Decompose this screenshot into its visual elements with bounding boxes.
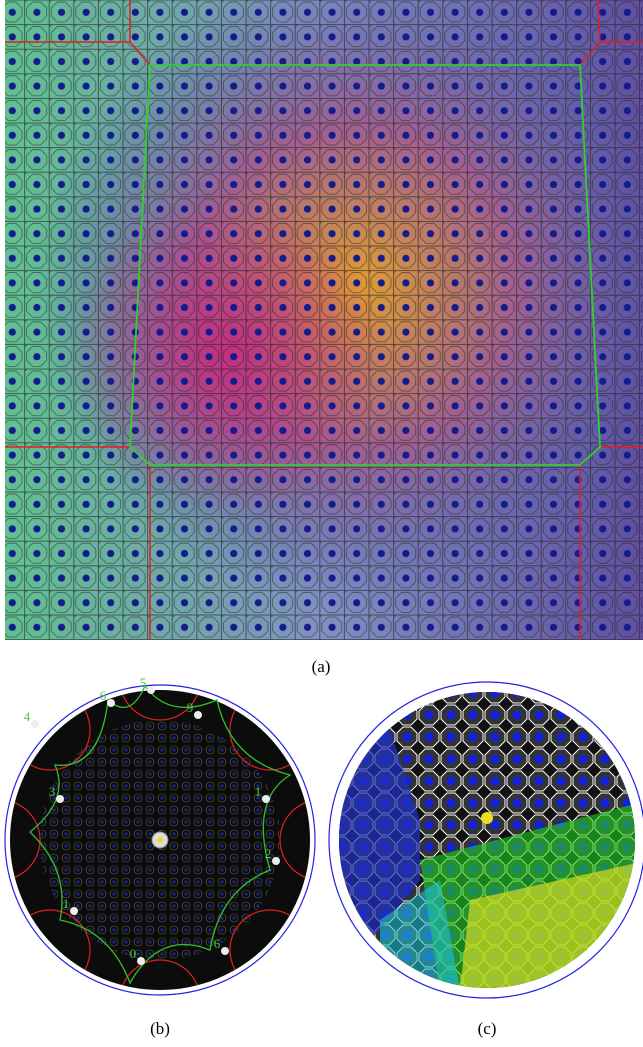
marker bbox=[272, 857, 280, 865]
panel-a bbox=[5, 0, 643, 640]
figure: (a) 5 6 9 4 1 3 2 1 6 0 (b) (c) bbox=[0, 0, 643, 1047]
vertex-label: 4 bbox=[24, 709, 31, 724]
marker bbox=[221, 947, 229, 955]
panel-c bbox=[329, 682, 643, 998]
marker bbox=[194, 711, 202, 719]
vertex-label: 9 bbox=[187, 700, 194, 715]
vertex-label: 1 bbox=[63, 896, 70, 911]
vertex-label: 0 bbox=[130, 946, 137, 961]
vertex-label: 3 bbox=[49, 784, 56, 799]
vertex-label: 1 bbox=[255, 784, 262, 799]
marker bbox=[147, 686, 155, 694]
vertex-label: 6 bbox=[100, 688, 107, 703]
vertex-label: 6 bbox=[214, 936, 221, 951]
marker bbox=[56, 795, 64, 803]
marker bbox=[107, 699, 115, 707]
vertex-label: 5 bbox=[140, 675, 147, 690]
caption: (b) bbox=[150, 1019, 170, 1038]
vertex-label: 2 bbox=[265, 846, 272, 861]
marker bbox=[31, 720, 39, 728]
marker bbox=[70, 907, 78, 915]
panel-b bbox=[0, 640, 360, 1040]
caption: (a) bbox=[312, 657, 331, 676]
marker bbox=[137, 957, 145, 965]
caption: (c) bbox=[478, 1019, 497, 1038]
marker bbox=[262, 795, 270, 803]
